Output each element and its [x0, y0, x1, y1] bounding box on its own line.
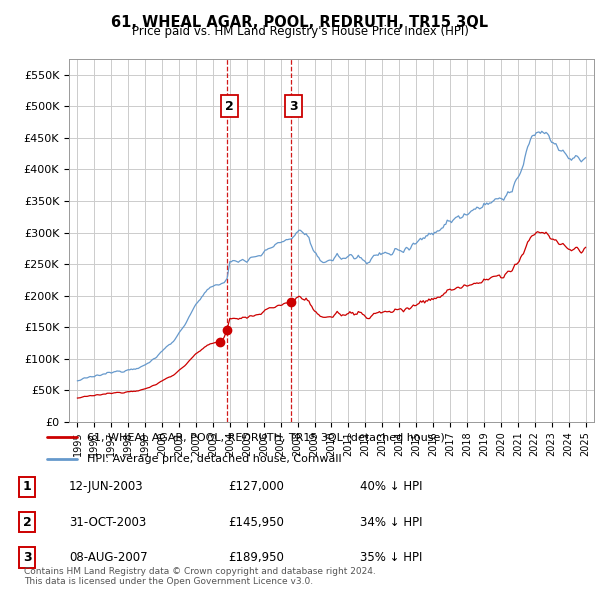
Text: 61, WHEAL AGAR, POOL, REDRUTH, TR15 3QL: 61, WHEAL AGAR, POOL, REDRUTH, TR15 3QL — [112, 15, 488, 30]
Text: 40% ↓ HPI: 40% ↓ HPI — [360, 480, 422, 493]
Text: Price paid vs. HM Land Registry's House Price Index (HPI): Price paid vs. HM Land Registry's House … — [131, 25, 469, 38]
Text: HPI: Average price, detached house, Cornwall: HPI: Average price, detached house, Corn… — [88, 454, 342, 464]
Text: 2: 2 — [225, 100, 234, 113]
Text: £189,950: £189,950 — [228, 551, 284, 564]
Text: 2: 2 — [23, 516, 31, 529]
Text: 3: 3 — [289, 100, 298, 113]
Text: 31-OCT-2003: 31-OCT-2003 — [69, 516, 146, 529]
Text: £145,950: £145,950 — [228, 516, 284, 529]
Text: 3: 3 — [23, 551, 31, 564]
Text: 12-JUN-2003: 12-JUN-2003 — [69, 480, 143, 493]
Text: 35% ↓ HPI: 35% ↓ HPI — [360, 551, 422, 564]
Text: 61, WHEAL AGAR, POOL, REDRUTH, TR15 3QL (detached house): 61, WHEAL AGAR, POOL, REDRUTH, TR15 3QL … — [88, 432, 445, 442]
Text: £127,000: £127,000 — [228, 480, 284, 493]
Text: 1: 1 — [23, 480, 31, 493]
Text: 34% ↓ HPI: 34% ↓ HPI — [360, 516, 422, 529]
Text: Contains HM Land Registry data © Crown copyright and database right 2024.
This d: Contains HM Land Registry data © Crown c… — [24, 567, 376, 586]
Text: 08-AUG-2007: 08-AUG-2007 — [69, 551, 148, 564]
